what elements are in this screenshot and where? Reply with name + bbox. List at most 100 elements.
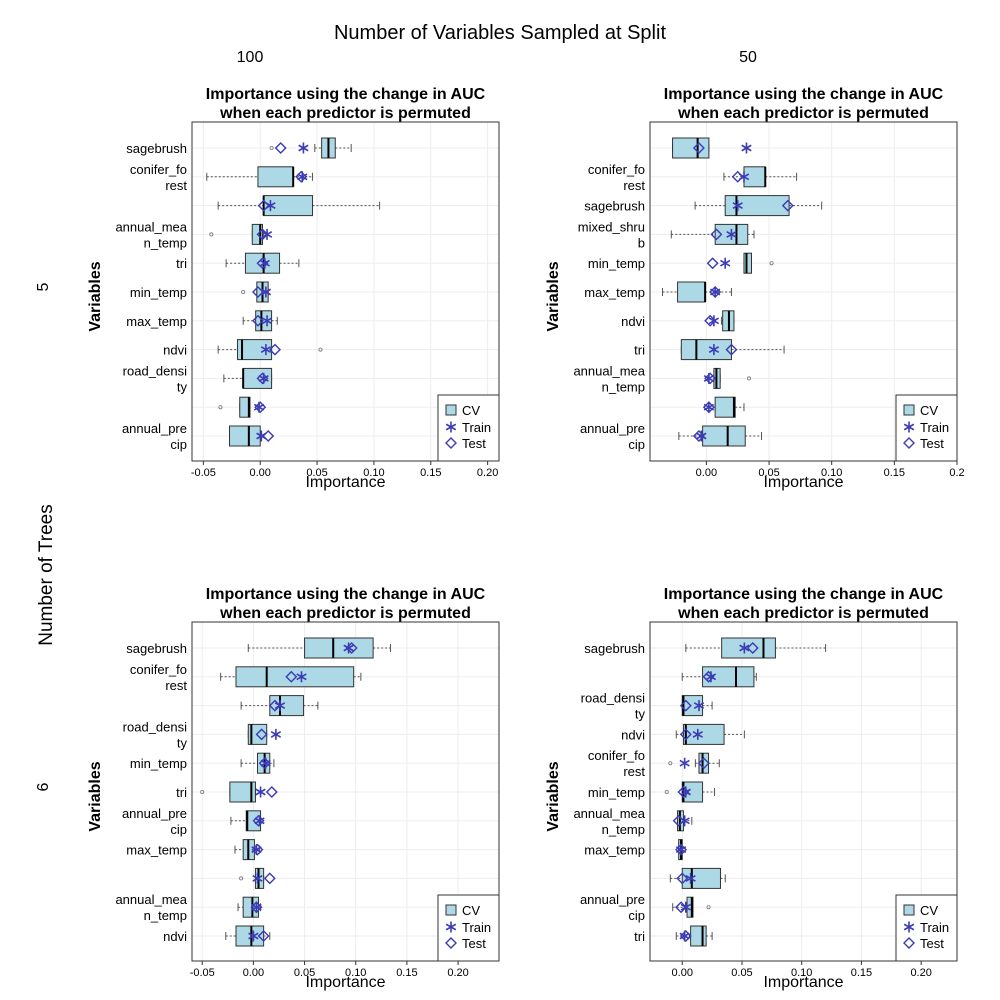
test-marker: [692, 430, 705, 442]
test-marker: [256, 228, 269, 241]
chart-title: Importance using the change in AUC: [664, 586, 944, 603]
legend-train-marker: [903, 921, 915, 933]
variable-10: [702, 396, 745, 418]
test-marker: [679, 930, 692, 942]
legend-train-label: Train: [920, 420, 949, 435]
cv-box: [244, 252, 281, 274]
variable-6: [241, 281, 272, 303]
x-tick-label: 0.10: [345, 967, 366, 979]
variable-2: [723, 166, 798, 188]
chart-title: when each predictor is permuted: [219, 605, 471, 622]
x-axis-label: Importance: [305, 474, 385, 491]
x-tick-label: 0.00: [250, 467, 271, 479]
cv-box: [229, 425, 261, 447]
cv-box: [743, 166, 766, 188]
row-label-6: 6: [35, 782, 52, 791]
plot-border: [649, 621, 958, 962]
y-tick-label: ndvi: [621, 314, 645, 329]
test-marker: [746, 642, 759, 654]
row-axis-label: Number of Trees: [36, 504, 57, 646]
x-tick-label: 0.20: [447, 967, 468, 979]
y-axis-label: Variables: [87, 261, 104, 331]
test-marker: [251, 286, 264, 298]
train-marker: [255, 786, 266, 798]
outlier-point: [706, 905, 711, 910]
y-tick-label: annual_mea n_temp: [573, 363, 645, 394]
legend-cv-swatch: [445, 904, 457, 916]
x-tick-label: 0.00: [672, 967, 693, 979]
legend-test-marker: [445, 437, 457, 449]
test-marker: [256, 257, 269, 270]
variable-2: [681, 666, 757, 688]
y-tick-label: ndvi: [163, 343, 187, 358]
variable-9: [669, 867, 726, 889]
x-axis-label: Importance: [763, 974, 843, 991]
y-tick-label: conifer_fo rest: [130, 162, 187, 193]
legend-test-label: Test: [920, 436, 944, 451]
variable-11: [675, 925, 713, 947]
test-marker: [704, 314, 717, 327]
test-marker: [258, 757, 271, 770]
cv-box: [714, 396, 736, 418]
train-marker: [705, 671, 717, 683]
train-marker: [708, 344, 720, 356]
train-marker: [708, 315, 720, 327]
x-tick-label: 0.15: [884, 467, 905, 479]
legend-train-marker: [445, 421, 457, 433]
cv-box: [724, 195, 790, 217]
variable-11: [229, 425, 275, 447]
y-tick-label: annual_mea n_temp: [115, 892, 187, 923]
train-marker: [696, 430, 707, 442]
chart-title: Importance using the change in AUC: [206, 86, 486, 103]
variable-10: [237, 896, 263, 918]
variable-6: [662, 281, 732, 303]
cv-box: [702, 425, 746, 447]
test-marker: [679, 728, 692, 741]
cv-box: [682, 723, 725, 745]
x-tick-label: 0.10: [821, 467, 842, 479]
variable-8: [680, 339, 785, 361]
cv-box: [304, 637, 374, 659]
outlier-point: [769, 261, 774, 266]
test-marker: [274, 142, 287, 154]
train-marker: [298, 142, 309, 154]
x-tick-label: 0.20: [910, 967, 931, 979]
outlier-point: [200, 790, 205, 795]
train-marker: [260, 344, 272, 356]
test-marker: [252, 814, 265, 827]
variable-7: [704, 310, 735, 332]
y-tick-label: sagebrush: [126, 141, 187, 156]
train-marker: [726, 228, 737, 240]
x-tick-label: 0.2: [949, 467, 964, 479]
train-marker: [732, 200, 743, 212]
x-tick-label: 0.05: [758, 467, 779, 479]
test-marker: [265, 786, 278, 798]
x-tick-label: 0.20: [477, 467, 498, 479]
chart-panel-3: Importance using the change in AUC when e…: [87, 586, 500, 991]
cv-box: [257, 166, 294, 188]
cv-box: [743, 252, 752, 274]
cv-box: [677, 281, 706, 303]
y-tick-label: ndvi: [163, 929, 187, 944]
test-marker: [675, 901, 688, 914]
train-marker: [252, 872, 263, 884]
legend-cv-label: CV: [462, 403, 480, 418]
test-marker: [676, 872, 689, 885]
variable-9: [239, 867, 276, 889]
legend-test-marker: [903, 937, 915, 949]
y-tick-label: min_temp: [130, 756, 187, 771]
test-marker: [268, 699, 281, 712]
x-tick-label: 0.00: [696, 467, 717, 479]
variable-6: [664, 781, 716, 803]
y-tick-label: min_temp: [130, 285, 187, 300]
y-tick-label: sagebrush: [584, 199, 645, 214]
y-tick-label: annual_pre cip: [122, 421, 187, 452]
train-marker: [296, 671, 307, 683]
variable-5: [225, 252, 300, 274]
variable-10: [672, 896, 711, 918]
train-marker: [680, 786, 691, 798]
